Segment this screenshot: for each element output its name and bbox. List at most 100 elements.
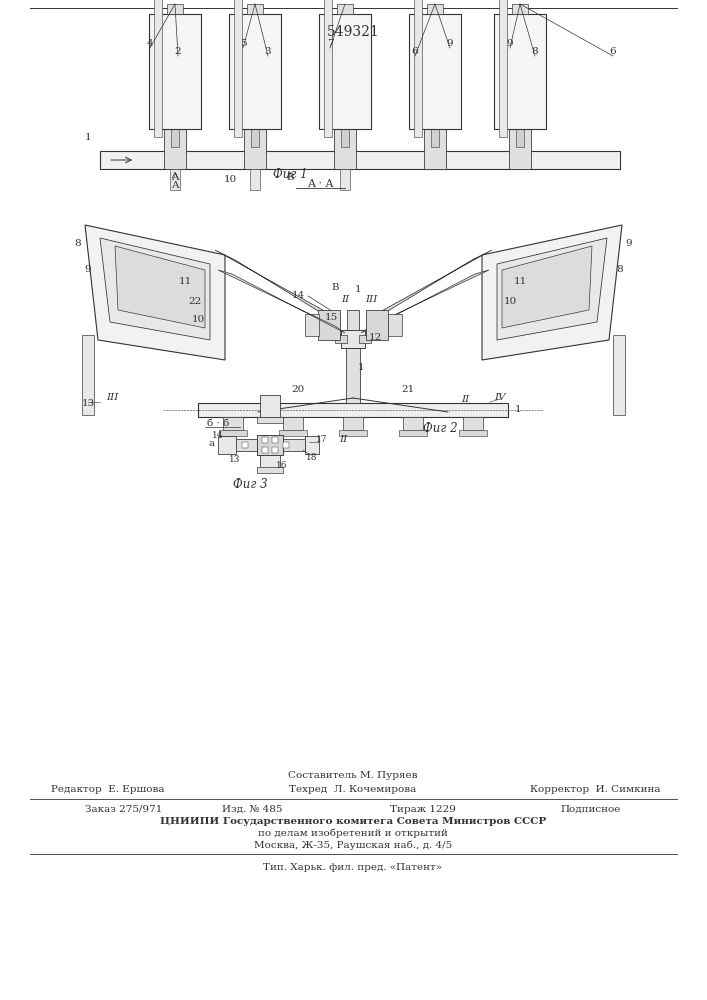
Bar	[463, 417, 483, 430]
Polygon shape	[361, 270, 489, 333]
Polygon shape	[368, 250, 492, 323]
Bar	[283, 442, 289, 448]
Text: 10: 10	[503, 298, 517, 306]
Bar	[283, 417, 303, 430]
Bar	[427, 4, 443, 14]
Text: III: III	[106, 392, 118, 401]
Text: B: B	[286, 174, 294, 182]
Text: B: B	[331, 284, 339, 292]
Bar	[272, 447, 278, 453]
Bar	[409, 14, 461, 129]
Bar	[388, 314, 402, 336]
Bar	[334, 129, 356, 169]
Text: Техред  Л. Кочемирова: Техред Л. Кочемирова	[289, 784, 416, 794]
Bar	[403, 417, 423, 430]
Bar	[262, 437, 268, 443]
Text: 15: 15	[325, 314, 338, 322]
Text: 11: 11	[513, 277, 527, 286]
Bar	[82, 335, 94, 415]
Text: по делам изобретений и открытий: по делам изобретений и открытий	[258, 828, 448, 838]
Text: 17: 17	[316, 436, 328, 444]
Text: Заказ 275/971: Заказ 275/971	[85, 804, 163, 814]
Text: Редактор  Е. Ершова: Редактор Е. Ершова	[51, 784, 165, 794]
Bar	[337, 4, 353, 14]
Text: 5: 5	[240, 39, 246, 48]
Text: A: A	[171, 182, 179, 190]
Bar	[257, 435, 283, 455]
Bar	[305, 314, 319, 336]
Bar	[149, 14, 201, 129]
Bar	[229, 14, 281, 129]
Polygon shape	[85, 225, 225, 360]
Bar	[260, 448, 280, 470]
Bar	[171, 129, 179, 147]
Bar	[262, 447, 268, 453]
Bar	[424, 129, 446, 169]
Bar	[100, 151, 620, 169]
Text: 12: 12	[368, 334, 382, 342]
Bar	[257, 467, 283, 473]
Text: III: III	[365, 296, 378, 304]
Bar	[343, 417, 363, 430]
Text: 1: 1	[515, 406, 521, 414]
Text: 9: 9	[626, 239, 632, 248]
Text: II: II	[341, 296, 349, 304]
Text: 4: 4	[146, 39, 153, 48]
Bar	[164, 129, 186, 169]
Text: 6: 6	[609, 47, 617, 56]
Text: 1: 1	[355, 286, 361, 294]
Text: 11: 11	[178, 277, 192, 286]
Bar	[198, 403, 508, 417]
Bar	[223, 417, 243, 430]
Bar	[251, 129, 259, 147]
Text: 8: 8	[532, 47, 538, 56]
Bar	[324, 0, 332, 137]
Polygon shape	[502, 246, 592, 328]
Polygon shape	[100, 238, 210, 340]
Text: 18: 18	[306, 452, 317, 462]
Bar	[399, 430, 427, 436]
Bar	[234, 0, 242, 137]
Bar	[260, 395, 280, 417]
Bar	[340, 169, 350, 190]
Text: a: a	[209, 438, 215, 448]
Text: б · б: б · б	[207, 418, 229, 428]
Text: IV: IV	[494, 392, 506, 401]
Text: 1: 1	[358, 363, 364, 372]
Bar	[283, 439, 305, 451]
Polygon shape	[115, 246, 205, 328]
Bar	[250, 169, 260, 190]
Text: 1: 1	[85, 133, 91, 142]
Bar	[335, 335, 347, 343]
Polygon shape	[215, 250, 338, 323]
Text: 8: 8	[75, 239, 81, 248]
Text: 2: 2	[175, 47, 181, 56]
Text: 9: 9	[447, 39, 453, 48]
Text: 16: 16	[276, 460, 288, 470]
Bar	[509, 129, 531, 169]
Text: 13: 13	[81, 399, 95, 408]
Text: ЦНИИПИ Государственного комитега Совета Министров СССР: ЦНИИПИ Государственного комитега Совета …	[160, 816, 546, 826]
Text: 10: 10	[192, 316, 204, 324]
Text: Подписное: Подписное	[560, 804, 620, 814]
Bar	[341, 129, 349, 147]
Text: Москва, Ж-35, Раушская наб., д. 4/5: Москва, Ж-35, Раушская наб., д. 4/5	[254, 840, 452, 850]
Text: 14: 14	[291, 292, 305, 300]
Bar	[242, 442, 248, 448]
Text: Фиг 3: Фиг 3	[233, 479, 267, 491]
Text: A: A	[171, 174, 179, 182]
Text: 20: 20	[291, 385, 305, 394]
Text: II: II	[461, 395, 469, 404]
Bar	[218, 436, 236, 454]
Bar	[319, 14, 371, 129]
Text: 10: 10	[223, 176, 237, 184]
Bar	[366, 310, 388, 340]
Text: Фиг 1: Фиг 1	[273, 167, 308, 180]
Bar	[516, 129, 524, 147]
Bar	[305, 436, 319, 454]
Bar	[346, 348, 360, 403]
Text: 13: 13	[229, 456, 240, 464]
Text: 9: 9	[507, 39, 513, 48]
Bar	[339, 430, 367, 436]
Bar	[359, 335, 371, 343]
